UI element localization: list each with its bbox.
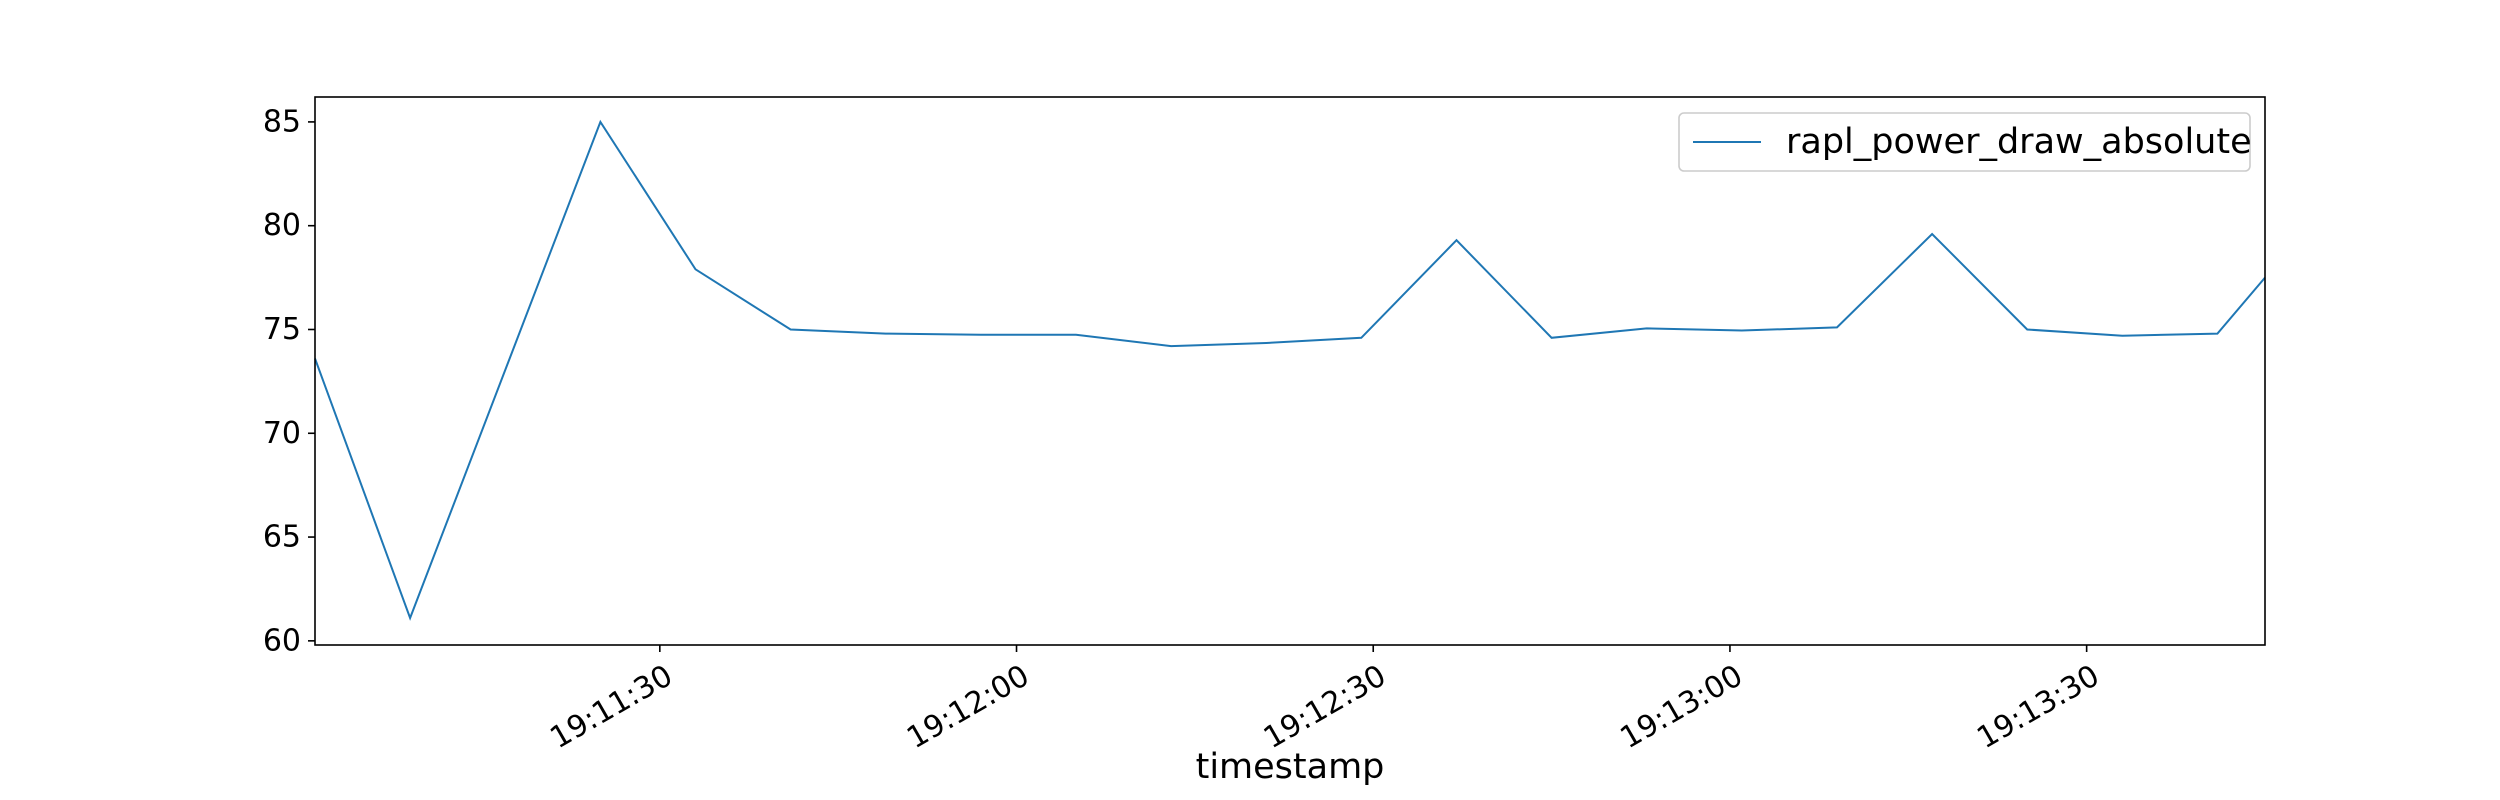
- plot-frame: [314, 96, 2266, 646]
- x-axis-title: timestamp: [1196, 747, 1385, 787]
- y-tick-label: 65: [263, 520, 301, 555]
- y-axis: 60 65 70 75 80 85: [263, 104, 315, 658]
- y-tick-label: 70: [263, 416, 301, 451]
- legend-box: [1678, 112, 2251, 172]
- y-tick-label: 85: [263, 104, 301, 139]
- plot-area: [314, 96, 2266, 646]
- series-line-rapl-power-draw-absolute: [314, 119, 2266, 621]
- legend: rapl_power_draw_absolute: [1678, 112, 2252, 172]
- y-tick-label: 80: [263, 208, 301, 243]
- legend-label: rapl_power_draw_absolute: [1786, 122, 2252, 162]
- y-tick-label: 60: [263, 623, 301, 658]
- y-tick-label: 75: [263, 312, 301, 347]
